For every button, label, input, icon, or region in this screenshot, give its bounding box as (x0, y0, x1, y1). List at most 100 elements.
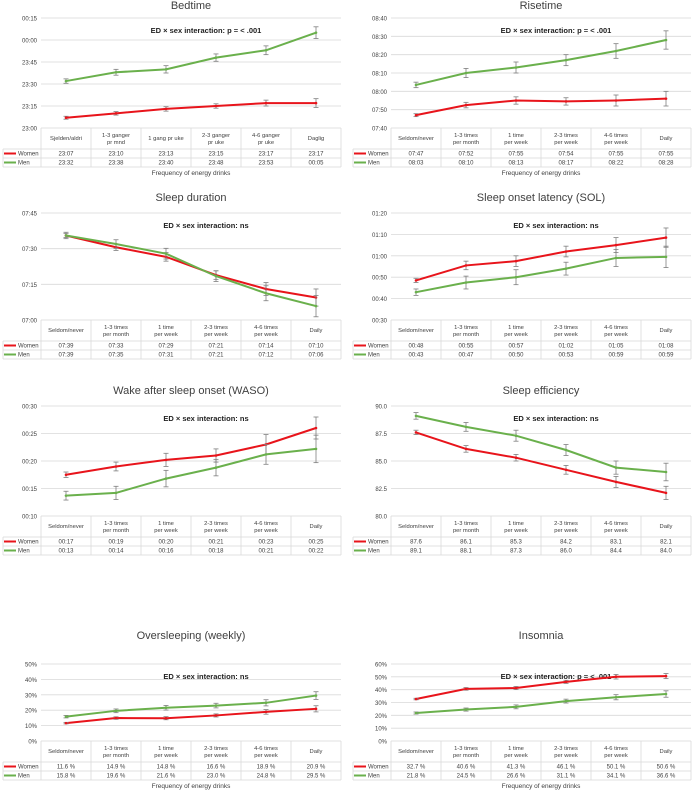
table-cell-value: 00:25 (308, 540, 324, 546)
x-category-label: Daily (660, 136, 673, 142)
table-cell-value: 20.9 % (307, 765, 326, 771)
table-cell-value: 08:17 (558, 161, 574, 167)
data-point (214, 454, 218, 457)
table-cell-value: 00:47 (458, 353, 474, 359)
data-point (64, 494, 68, 497)
table-cell-value: 07:14 (258, 344, 274, 350)
y-tick-label: 20% (375, 714, 388, 720)
legend-label: Women (18, 765, 39, 771)
table-cell-value: 07:33 (108, 344, 124, 350)
y-tick-label: 08:00 (372, 90, 388, 96)
x-category-label: 4-6 times per week (254, 325, 278, 338)
data-point (414, 711, 418, 715)
interaction-annotation: ED × sex interaction: p = < .001 (501, 26, 612, 35)
x-category-label: 4-6 ganger pr uke (252, 133, 280, 146)
y-tick-label: 50% (25, 663, 38, 669)
x-category-label: 1-3 ganger pr mnd (102, 133, 130, 146)
series-line-women (415, 675, 667, 701)
interaction-annotation: ED × sex interaction: ns (163, 414, 248, 423)
data-point (164, 477, 168, 480)
x-category-label: 2-3 times per week (204, 746, 228, 759)
x-category-label: 1 time per week (504, 133, 528, 146)
data-point (514, 275, 518, 279)
data-point (514, 686, 518, 690)
table-cell-value: 16.6 % (207, 765, 226, 771)
y-tick-label: 07:45 (22, 212, 38, 218)
table-cell-value: 82.1 (660, 540, 672, 546)
table-cell-value: 41.3 % (507, 765, 526, 771)
data-point (64, 79, 68, 83)
y-tick-label: 00:15 (22, 487, 38, 493)
interaction-annotation: ED × sex interaction: ns (163, 672, 248, 681)
table-cell-value: 00:21 (208, 540, 224, 546)
table-cell-value: 87.6 (410, 540, 422, 546)
data-point (164, 68, 168, 71)
table-cell-value: 08:28 (658, 161, 674, 167)
table-cell-value: 07:55 (608, 152, 624, 158)
data-point (564, 250, 568, 253)
table-cell-value: 40.6 % (457, 765, 476, 771)
x-category-label: Sjelden/aldri (50, 136, 82, 142)
legend-label: Women (368, 344, 389, 350)
x-category-label: 4-6 times per week (604, 746, 628, 759)
table-cell-value: 00:55 (458, 344, 474, 350)
x-category-label: Daily (310, 328, 323, 334)
data-point (614, 695, 618, 699)
x-category-label: Seldom/never (48, 749, 84, 755)
data-point (464, 71, 468, 75)
data-point (614, 49, 618, 53)
y-tick-label: 00:25 (22, 432, 38, 438)
series-line-women (65, 234, 317, 299)
data-point (214, 56, 218, 59)
table-cell-value: 15.8 % (57, 774, 76, 780)
interaction-annotation: ED × sex interaction: ns (513, 414, 598, 423)
data-point (664, 674, 668, 678)
y-tick-label: 20% (25, 709, 38, 715)
table-cell-value: 07:29 (158, 344, 174, 350)
data-point (64, 721, 68, 725)
data-point (664, 97, 668, 100)
y-tick-label: 08:10 (372, 72, 388, 78)
y-tick-label: 07:00 (22, 319, 38, 325)
x-category-label: 1 time per week (154, 746, 178, 759)
table-cell-value: 00:57 (508, 344, 524, 350)
table-cell-value: 01:08 (658, 344, 674, 350)
table-cell-value: 07:55 (508, 152, 524, 158)
data-point (164, 107, 168, 111)
series-line-women (65, 102, 316, 119)
table-cell-value: 00:43 (408, 353, 424, 359)
table-cell-value: 00:59 (608, 353, 624, 359)
chart-panel: Sleep duration 07:00 07:15 07:30 07:45 ED × s… (2, 192, 342, 360)
data-point (664, 692, 668, 696)
table-cell-value: 07:55 (658, 152, 674, 158)
y-tick-label: 00:50 (372, 276, 388, 282)
chart-title: Bedtime (171, 0, 211, 12)
data-point (664, 38, 668, 42)
legend-label: Women (368, 152, 389, 158)
x-category-label: 1-3 times per month (103, 325, 129, 338)
series-line-women (415, 431, 667, 494)
x-category-label: Seldom/never (48, 328, 84, 334)
y-tick-label: 23:00 (22, 127, 38, 133)
x-category-label: 1 time per week (504, 746, 528, 759)
y-tick-label: 00:10 (22, 515, 38, 521)
data-point (514, 66, 518, 69)
data-point (414, 414, 418, 418)
table-cell-value: 00:20 (158, 540, 174, 546)
table-cell-value: 07:10 (308, 344, 324, 350)
chart-panel: Insomnia 0% 10% 20% 30% 40% 50% 60% ED × sex int… (352, 630, 692, 790)
y-tick-label: 07:30 (22, 247, 38, 253)
data-point (414, 83, 418, 87)
interaction-annotation: ED × sex interaction: ns (513, 221, 598, 230)
table-cell-value: 11.6 % (57, 765, 76, 771)
table-cell-value: 00:50 (508, 353, 524, 359)
series-line-men (65, 31, 317, 83)
x-category-label: 2-3 times per week (554, 133, 578, 146)
table-cell-value: 85.3 (510, 540, 522, 546)
interaction-annotation: ED × sex interaction: p = < .001 (501, 672, 612, 681)
table-cell-value: 07:47 (408, 152, 424, 158)
data-point (214, 714, 218, 717)
table-cell-value: 26.6 % (507, 774, 526, 780)
table-cell-value: 23:17 (308, 152, 324, 158)
data-point (514, 259, 518, 263)
